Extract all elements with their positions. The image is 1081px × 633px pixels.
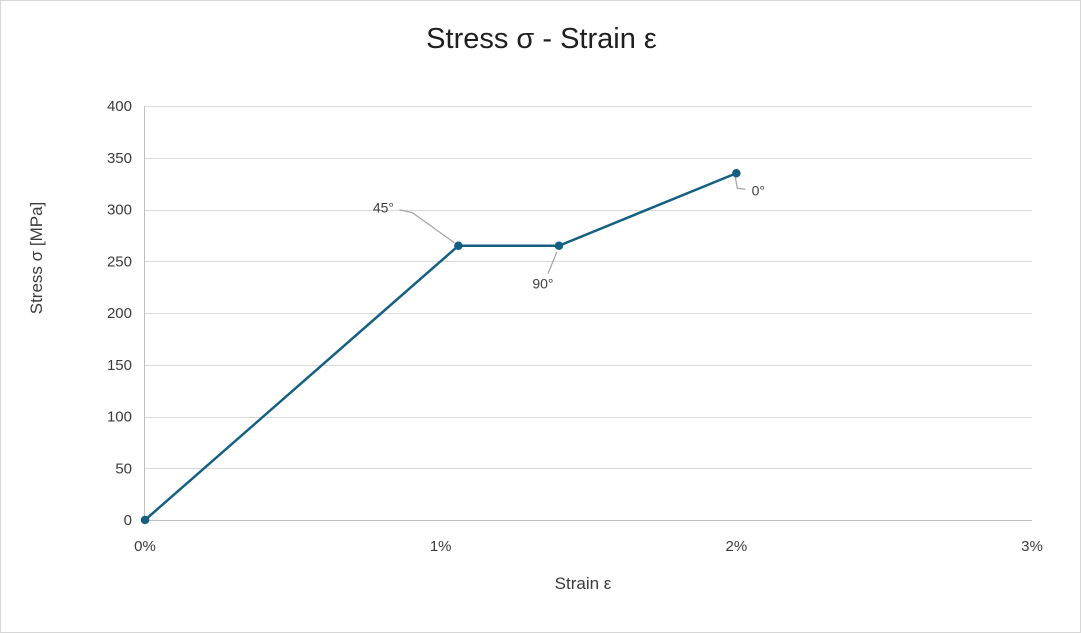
x-tick-label: 0% [134, 538, 156, 555]
data-label-leader-line [734, 177, 746, 190]
data-label-leader-line [547, 251, 558, 274]
y-tick-label: 250 [107, 253, 132, 270]
x-tick-label: 3% [1021, 538, 1043, 555]
chart-title: Stress σ - Strain ε [426, 23, 657, 55]
y-tick-label: 200 [107, 305, 132, 322]
y-tick-label: 100 [107, 409, 132, 426]
data-point-marker [732, 169, 741, 178]
data-point-label: 0° [752, 182, 765, 198]
y-tick-label: 400 [107, 98, 132, 115]
x-tick-label: 1% [430, 538, 452, 555]
y-tick-label: 350 [107, 150, 132, 167]
y-tick-label: 150 [107, 357, 132, 374]
y-tick-label: 50 [115, 460, 132, 477]
x-tick-label: 2% [725, 538, 747, 555]
data-point-label: 45° [373, 200, 394, 216]
y-tick-label: 300 [107, 202, 132, 219]
y-tick-label: 0 [124, 512, 132, 529]
data-point-marker [554, 241, 564, 250]
data-point-label: 90° [532, 276, 553, 292]
data-point-marker [140, 515, 150, 525]
x-axis-title: Strain ε [554, 574, 612, 593]
series-line [143, 172, 738, 522]
data-point-marker [454, 241, 463, 250]
data-label-leader-line [399, 209, 455, 244]
